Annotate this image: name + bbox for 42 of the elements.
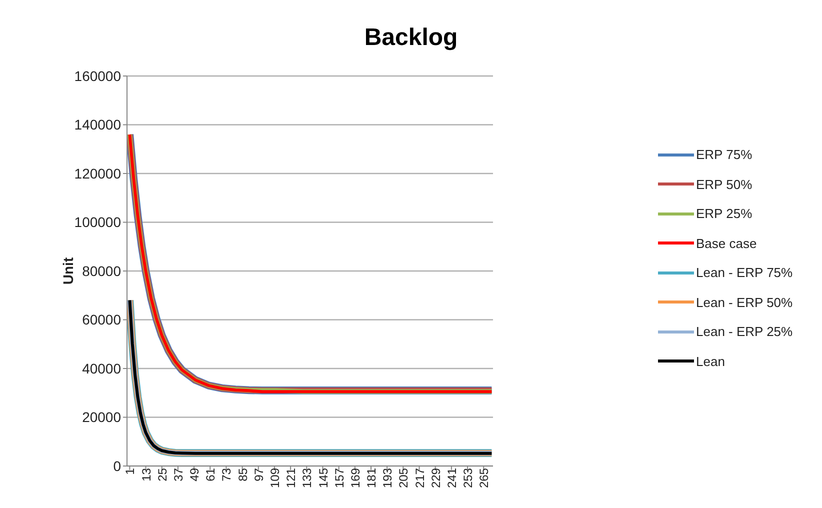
x-tick-label: 13: [139, 468, 154, 482]
y-tick-label: 120000: [74, 165, 122, 182]
legend-label: ERP 25%: [696, 206, 752, 222]
y-tick-label: 60000: [82, 312, 122, 328]
x-tick-label: 145: [316, 468, 330, 488]
legend-label: Lean - ERP 50%: [696, 294, 793, 310]
x-tick-label: 193: [380, 468, 395, 488]
x-tick-label: 73: [220, 468, 234, 482]
x-tick-label: 85: [236, 468, 250, 482]
legend-label: Lean - ERP 25%: [696, 324, 793, 340]
legend-label: ERP 50%: [696, 176, 752, 192]
x-tick-label: 205: [396, 468, 411, 488]
x-tick-label: 61: [204, 468, 218, 482]
y-tick-label: 140000: [74, 116, 122, 133]
y-tick-label: 0: [113, 458, 122, 474]
legend-label: Base case: [696, 236, 757, 251]
y-tick-label: 160000: [74, 68, 122, 84]
chart-title: Backlog: [363, 24, 459, 52]
x-tick-label: 121: [284, 468, 298, 488]
x-tick-label: 241: [444, 468, 459, 488]
legend-label: Lean: [696, 354, 725, 369]
x-tick-label: 97: [252, 468, 266, 482]
legend-label: ERP 75%: [696, 147, 752, 162]
x-tick-label: 49: [188, 468, 202, 482]
x-tick-label: 229: [428, 468, 443, 488]
x-tick-label: 157: [332, 468, 346, 488]
x-tick-label: 25: [155, 468, 170, 482]
y-tick-label: 20000: [82, 409, 122, 426]
y-tick-label: 100000: [74, 214, 122, 230]
y-tick-label: 80000: [82, 262, 122, 279]
x-tick-label: 253: [461, 468, 476, 488]
legend-label: Lean - ERP 75%: [696, 265, 793, 280]
y-axis-title: Unit: [60, 257, 76, 285]
y-tick-label: 40000: [82, 360, 122, 376]
x-tick-label: 265: [477, 468, 492, 488]
x-tick-label: 37: [171, 468, 186, 482]
x-tick-label: 109: [268, 468, 282, 488]
x-tick-label: 217: [412, 468, 427, 488]
x-tick-label: 133: [300, 468, 314, 488]
x-tick-label: 1: [123, 468, 138, 475]
x-tick-label: 169: [348, 468, 362, 488]
x-tick-label: 181: [364, 468, 379, 488]
